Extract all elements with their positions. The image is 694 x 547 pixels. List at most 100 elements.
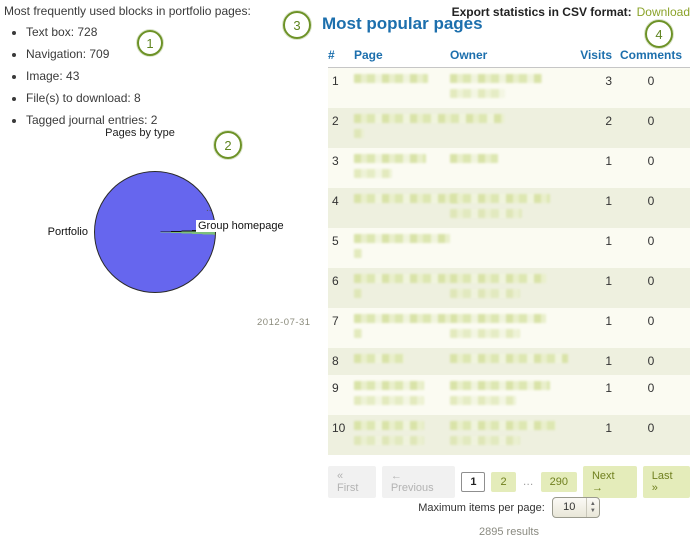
- visits-cell: 1: [605, 194, 612, 208]
- redacted-text: [354, 154, 426, 163]
- pie-label-group-homepage: Group homepage: [196, 220, 286, 232]
- pie-label-portfolio: Portfolio: [47, 226, 88, 238]
- chart-date-label: 2012-07-31: [257, 317, 311, 328]
- export-line: Export statistics in CSV format: Download: [452, 5, 690, 19]
- comments-cell: 0: [647, 234, 655, 248]
- chart-title: Pages by type: [105, 127, 175, 139]
- max-items-value[interactable]: 10: [563, 501, 576, 513]
- pagination-first-button[interactable]: « First: [328, 466, 376, 498]
- comments-cell: 0: [647, 274, 655, 288]
- rank-cell: 1: [332, 74, 339, 88]
- redacted-text: [354, 169, 392, 178]
- redacted-text: [450, 209, 522, 218]
- redacted-text: [450, 74, 542, 83]
- comments-cell: 0: [647, 74, 655, 88]
- owner-cell: [450, 68, 578, 108]
- redacted-text: [450, 89, 505, 98]
- table-row: 1 3 0: [328, 68, 690, 108]
- owner-cell: [450, 308, 578, 348]
- table-row: 10 1 0: [328, 415, 690, 455]
- block-usage-item: File(s) to download: 8: [26, 92, 157, 105]
- visits-cell: 1: [605, 314, 612, 328]
- owner-cell: [450, 228, 578, 268]
- results-count: 2895 results: [479, 526, 539, 538]
- redacted-text: [450, 194, 550, 203]
- rank-cell: 5: [332, 234, 339, 248]
- page-cell: [354, 148, 450, 188]
- comments-cell: 0: [647, 154, 655, 168]
- owner-cell: [450, 375, 578, 415]
- table-row: 3 1 0: [328, 148, 690, 188]
- redacted-text: [354, 381, 424, 390]
- redacted-text: [450, 289, 520, 298]
- rank-cell: 10: [332, 421, 346, 435]
- comments-cell: 0: [647, 421, 655, 435]
- export-download-link[interactable]: Download: [636, 5, 690, 19]
- pagination-next-button[interactable]: Next →: [582, 466, 637, 498]
- spinner-down-icon[interactable]: ▼: [589, 507, 596, 514]
- page-cell: [354, 375, 450, 415]
- page-cell: [354, 68, 450, 108]
- page-cell: [354, 415, 450, 455]
- block-usage-item: Navigation: 709: [26, 48, 157, 61]
- redacted-text: [354, 114, 504, 123]
- page-cell: [354, 268, 450, 308]
- visits-cell: 1: [605, 381, 612, 395]
- table-row: 6 1 0: [328, 268, 690, 308]
- block-usage-item: Tagged journal entries: 2: [26, 114, 157, 127]
- redacted-text: [450, 421, 556, 430]
- rank-cell: 2: [332, 114, 339, 128]
- page-cell: [354, 188, 466, 228]
- table-row: 2 2 0: [328, 108, 690, 148]
- table-row: 8 1 0: [328, 348, 690, 375]
- owner-cell: [450, 148, 578, 188]
- comments-cell: 0: [647, 314, 655, 328]
- blocks-intro-text: Most frequently used blocks in portfolio…: [4, 4, 251, 18]
- comments-cell: 0: [647, 354, 655, 368]
- comments-cell: 0: [647, 381, 655, 395]
- redacted-text: [354, 329, 362, 338]
- annotation-circle-2: 2: [214, 131, 242, 159]
- block-usage-item: Image: 43: [26, 70, 157, 83]
- max-items-input[interactable]: 10 ▲ ▼: [551, 497, 600, 518]
- pie-label-truncated: ..: [206, 203, 212, 214]
- table-row: 4 1 0: [328, 188, 690, 228]
- rank-cell: 8: [332, 354, 339, 368]
- page-cell: [354, 108, 504, 148]
- annotation-circle-1: 1: [137, 30, 163, 56]
- redacted-text: [354, 194, 466, 203]
- visits-cell: 3: [605, 74, 612, 88]
- pages-by-type-pie-chart: [94, 171, 216, 293]
- redacted-text: [354, 421, 424, 430]
- owner-cell: [450, 188, 578, 228]
- rank-cell: 9: [332, 381, 339, 395]
- pagination-page-290[interactable]: 290: [540, 472, 577, 492]
- annotation-circle-4: 4: [645, 20, 673, 48]
- table-row: 5 1 0: [328, 228, 690, 268]
- pagination-last-button[interactable]: Last »: [642, 466, 690, 498]
- rank-cell: 3: [332, 154, 339, 168]
- visits-cell: 1: [605, 354, 612, 368]
- spinner-buttons[interactable]: ▲ ▼: [585, 498, 599, 517]
- redacted-text: [354, 354, 404, 363]
- owner-cell: [450, 415, 578, 455]
- header-owner: Owner: [450, 48, 488, 62]
- annotation-circle-3: 3: [283, 11, 311, 39]
- max-items-row: Maximum items per page: 10 ▲ ▼: [328, 497, 690, 518]
- redacted-text: [450, 381, 550, 390]
- rank-cell: 4: [332, 194, 339, 208]
- redacted-text: [354, 249, 362, 258]
- spinner-up-icon[interactable]: ▲: [589, 500, 596, 507]
- pagination-previous-button[interactable]: ← Previous: [381, 466, 456, 498]
- owner-cell: [450, 348, 578, 375]
- pagination-page-1[interactable]: 1: [461, 472, 486, 492]
- redacted-text: [450, 329, 520, 338]
- redacted-text: [354, 314, 450, 323]
- redacted-text: [450, 354, 568, 363]
- page-cell: [354, 228, 450, 268]
- pagination-page-2[interactable]: 2: [491, 472, 516, 492]
- visits-cell: 1: [605, 234, 612, 248]
- redacted-text: [450, 436, 520, 445]
